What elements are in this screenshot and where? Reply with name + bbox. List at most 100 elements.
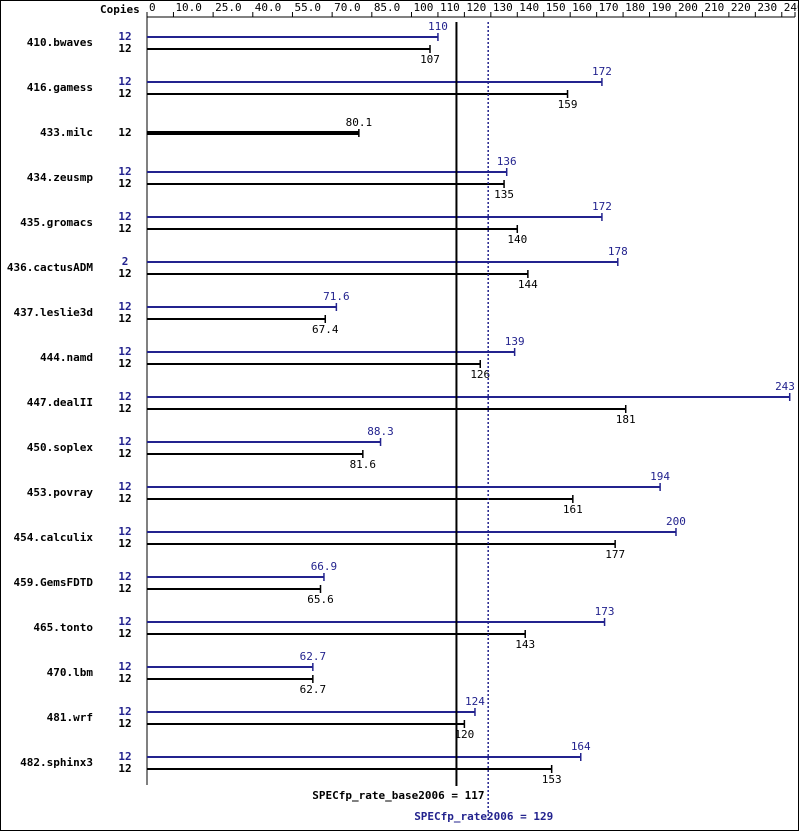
benchmark-label: 454.calculix — [14, 531, 94, 544]
copies-label: 12 — [118, 30, 131, 43]
value-label: 139 — [505, 335, 525, 348]
benchmark-label: 447.dealII — [27, 396, 93, 409]
value-label: 172 — [592, 200, 612, 213]
copies-label: 12 — [118, 222, 131, 235]
copies-label: 12 — [118, 177, 131, 190]
copies-label: 12 — [118, 582, 131, 595]
x-tick-label: 210 — [704, 1, 724, 14]
copies-label: 12 — [118, 75, 131, 88]
x-tick-label: 245 — [797, 1, 799, 14]
x-tick-label: 200 — [678, 1, 698, 14]
copies-label: 12 — [118, 492, 131, 505]
benchmark-label: 482.sphinx3 — [20, 756, 93, 769]
benchmark-label: 450.soplex — [27, 441, 94, 454]
value-label: 173 — [595, 605, 615, 618]
benchmark-label: 481.wrf — [47, 711, 93, 724]
benchmark-label: 465.tonto — [33, 621, 93, 634]
copies-label: 12 — [118, 267, 131, 280]
copies-label: 12 — [118, 345, 131, 358]
benchmark-label: 435.gromacs — [20, 216, 93, 229]
x-tick-label: 170 — [599, 1, 619, 14]
benchmark-label: 437.leslie3d — [14, 306, 93, 319]
value-label: 81.6 — [350, 458, 377, 471]
copies-label: 12 — [118, 717, 131, 730]
reference-label: SPECfp_rate_base2006 = 117 — [312, 789, 484, 802]
value-label: 126 — [470, 368, 490, 381]
benchmark-label: 470.lbm — [47, 666, 94, 679]
value-label: 124 — [465, 695, 485, 708]
x-tick-label: 85.0 — [374, 1, 401, 14]
x-tick-label: 220 — [731, 1, 751, 14]
copies-label: 12 — [118, 762, 131, 775]
x-tick-label: 160 — [572, 1, 592, 14]
x-tick-label: 40.0 — [255, 1, 281, 14]
benchmark-label: 453.povray — [27, 486, 94, 499]
reference-label: SPECfp_rate2006 = 129 — [414, 810, 553, 823]
x-tick-label: 25.0 — [215, 1, 242, 14]
value-label: 243 — [775, 380, 795, 393]
value-label: 143 — [515, 638, 535, 651]
copies-label: 12 — [118, 750, 131, 763]
copies-label: 12 — [118, 705, 131, 718]
value-label: 136 — [497, 155, 517, 168]
value-label: 140 — [507, 233, 527, 246]
value-label: 200 — [666, 515, 686, 528]
value-label: 65.6 — [307, 593, 334, 606]
benchmark-label: 434.zeusmp — [27, 171, 94, 184]
x-tick-label: 100 — [413, 1, 433, 14]
value-label: 172 — [592, 65, 612, 78]
x-tick-label: 110 — [440, 1, 460, 14]
benchmark-label: 459.GemsFDTD — [14, 576, 94, 589]
value-label: 62.7 — [300, 650, 327, 663]
x-tick-label: 190 — [652, 1, 672, 14]
copies-label: 12 — [118, 480, 131, 493]
copies-label: 12 — [118, 672, 131, 685]
benchmark-label: 410.bwaves — [27, 36, 93, 49]
value-label: 178 — [608, 245, 628, 258]
value-label: 144 — [518, 278, 538, 291]
copies-label: 12 — [118, 390, 131, 403]
value-label: 135 — [494, 188, 514, 201]
benchmark-label: 433.milc — [40, 126, 93, 139]
copies-label: 12 — [118, 402, 131, 415]
value-label: 107 — [420, 53, 440, 66]
copies-label: 12 — [118, 312, 131, 325]
x-tick-label: 10.0 — [175, 1, 202, 14]
x-tick-label: 140 — [519, 1, 539, 14]
copies-label: 12 — [118, 300, 131, 313]
x-tick-label: 55.0 — [294, 1, 321, 14]
copies-label: 12 — [118, 357, 131, 370]
value-label: 67.4 — [312, 323, 339, 336]
x-tick-label: 130 — [493, 1, 513, 14]
copies-label: 12 — [118, 42, 131, 55]
value-label: 71.6 — [323, 290, 350, 303]
x-tick-label: 180 — [625, 1, 645, 14]
x-tick-label: 150 — [546, 1, 566, 14]
value-label: 164 — [571, 740, 591, 753]
copies-label: 12 — [118, 435, 131, 448]
copies-label: 2 — [122, 255, 129, 268]
copies-label: 12 — [118, 87, 131, 100]
copies-label: 12 — [118, 126, 131, 139]
x-tick-label: 240 — [784, 1, 799, 14]
value-label: 80.1 — [346, 116, 373, 129]
value-label: 181 — [616, 413, 636, 426]
value-label: 66.9 — [311, 560, 338, 573]
value-label: 110 — [428, 20, 448, 33]
value-label: 153 — [542, 773, 562, 786]
value-label: 159 — [558, 98, 578, 111]
copies-label: 12 — [118, 537, 131, 550]
copies-label: 12 — [118, 210, 131, 223]
value-label: 88.3 — [367, 425, 394, 438]
copies-label: 12 — [118, 660, 131, 673]
value-label: 194 — [650, 470, 670, 483]
value-label: 62.7 — [300, 683, 327, 696]
copies-label: 12 — [118, 525, 131, 538]
copies-label: 12 — [118, 615, 131, 628]
value-label: 161 — [563, 503, 583, 516]
x-tick-label: 120 — [466, 1, 486, 14]
copies-label: 12 — [118, 165, 131, 178]
copies-label: 12 — [118, 570, 131, 583]
